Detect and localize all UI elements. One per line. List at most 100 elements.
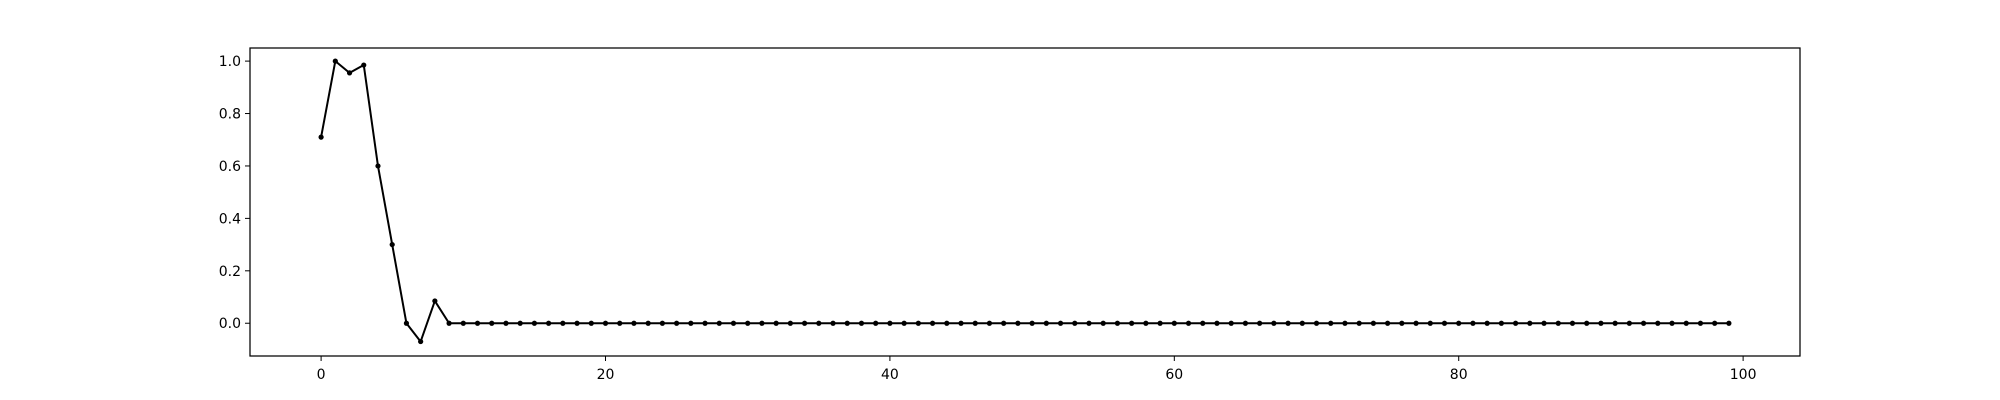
y-tick-label: 0.6 <box>219 159 241 175</box>
data-point <box>1313 320 1320 326</box>
data-point <box>1271 320 1277 326</box>
data-point <box>1640 320 1647 326</box>
data-point <box>773 320 779 326</box>
data-point <box>1185 320 1192 326</box>
data-point <box>474 320 481 326</box>
y-tick-label: 1.0 <box>219 54 241 70</box>
series-line <box>320 60 1729 343</box>
data-point <box>1697 320 1704 326</box>
x-tick-label: 20 <box>597 367 615 383</box>
data-point <box>1057 320 1064 326</box>
data-point <box>389 241 395 248</box>
data-point <box>645 320 651 326</box>
data-point <box>1669 320 1675 326</box>
data-point <box>460 320 466 326</box>
data-point <box>1228 320 1234 326</box>
data-point <box>901 320 907 326</box>
data-point <box>1257 320 1263 326</box>
data-point <box>318 134 324 140</box>
data-point <box>1441 320 1448 326</box>
data-point <box>801 320 808 326</box>
data-point <box>1157 320 1163 326</box>
data-point <box>1569 320 1576 326</box>
data-point <box>1356 320 1362 326</box>
data-point <box>1200 320 1206 326</box>
data-point <box>432 298 438 304</box>
data-point <box>858 320 865 326</box>
data-point <box>602 320 609 326</box>
data-point <box>986 320 993 326</box>
data-point <box>1626 320 1632 326</box>
data-point <box>1541 320 1547 326</box>
data-point <box>560 320 566 326</box>
data-point <box>1385 320 1391 326</box>
x-tick-label: 100 <box>1730 367 1757 383</box>
data-point <box>503 320 509 326</box>
data-point <box>1129 320 1135 326</box>
data-point <box>787 320 793 326</box>
data-point <box>1171 320 1177 326</box>
x-tick-label: 0 <box>317 367 326 383</box>
data-point <box>1242 320 1249 326</box>
data-point <box>418 338 424 345</box>
data-point <box>1370 320 1376 326</box>
data-point <box>1285 320 1291 326</box>
y-tick-label: 0.8 <box>219 107 241 123</box>
data-point <box>1683 320 1689 326</box>
data-point <box>631 320 637 326</box>
data-point <box>1456 320 1462 326</box>
data-point <box>1427 320 1433 326</box>
data-point <box>574 320 580 326</box>
data-point <box>1114 320 1121 326</box>
data-point <box>1612 320 1618 326</box>
data-point <box>830 320 836 326</box>
data-point <box>1598 320 1604 326</box>
data-point <box>759 320 765 326</box>
data-point <box>944 320 950 326</box>
data-point <box>688 320 694 326</box>
data-point <box>1413 320 1419 326</box>
y-tick-label: 0.0 <box>219 316 241 332</box>
x-tick-label: 40 <box>881 367 899 383</box>
data-layer <box>318 58 1732 345</box>
data-point <box>531 320 538 326</box>
data-point <box>972 320 978 326</box>
data-point <box>1214 320 1220 326</box>
data-point <box>844 320 850 326</box>
data-point <box>446 320 452 326</box>
data-point <box>1584 320 1590 326</box>
data-point <box>1726 320 1732 326</box>
data-point <box>816 320 822 326</box>
data-point <box>1484 320 1490 326</box>
data-point <box>873 320 879 326</box>
x-tick-label: 60 <box>1165 367 1183 383</box>
data-point <box>915 320 921 326</box>
data-point <box>702 320 708 326</box>
data-point <box>1342 320 1348 326</box>
y-tick-label: 0.2 <box>219 264 241 280</box>
data-point <box>1328 320 1334 326</box>
data-point <box>403 320 410 326</box>
data-point <box>346 70 353 76</box>
data-point <box>1512 320 1519 326</box>
ticks-layer: 0 20 40 60 80 100 0.0 0.2 0.4 0.6 0.8 1.0 <box>219 54 1757 383</box>
data-point <box>745 320 751 326</box>
data-point <box>546 320 552 326</box>
data-point <box>1399 320 1405 326</box>
data-point <box>716 320 722 326</box>
data-point <box>361 62 367 68</box>
data-point <box>1029 320 1035 326</box>
data-point <box>659 320 665 326</box>
data-point <box>375 163 381 169</box>
data-point <box>730 320 737 326</box>
data-point <box>929 320 936 326</box>
data-point <box>1015 320 1021 326</box>
data-point <box>489 320 495 326</box>
data-point <box>1712 320 1718 326</box>
data-point <box>1527 320 1533 326</box>
data-point <box>332 58 338 64</box>
data-point <box>1299 320 1305 326</box>
data-point <box>1072 320 1078 326</box>
